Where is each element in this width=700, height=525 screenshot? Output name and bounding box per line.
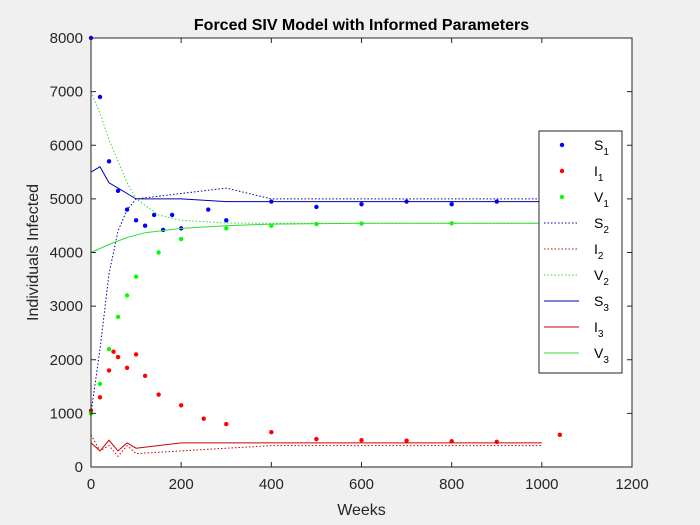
legend-item-v2: V2: [544, 267, 609, 288]
series-v1-point: [224, 226, 229, 231]
legend-item-v3: V3: [544, 345, 609, 366]
legend-item-v1: V1: [559, 189, 609, 210]
x-tick-label: 400: [259, 476, 284, 493]
series-i1-point: [269, 429, 274, 435]
legend-marker: [559, 142, 565, 148]
series-i1-point: [404, 438, 409, 443]
y-tick-label: 2000: [50, 352, 83, 369]
series-i1-point: [224, 421, 229, 427]
legend-label: I2: [594, 241, 604, 262]
series-s1-point: [106, 159, 112, 164]
x-tick-label: 200: [169, 476, 194, 493]
series-i1-point: [201, 416, 206, 421]
legend-label: V2: [594, 267, 609, 288]
series-i1-point: [115, 354, 121, 360]
series-i2-line: [90, 434, 542, 458]
legend-label: S1: [594, 137, 609, 158]
y-tick-label: 4000: [50, 245, 83, 262]
series-i1-point: [142, 373, 148, 379]
series-s1-point: [359, 202, 364, 207]
legend-item-s3: S3: [544, 293, 609, 314]
y-tick-label: 0: [75, 459, 83, 476]
y-tick-label: 1000: [50, 405, 83, 422]
x-tick-label: 1000: [525, 476, 558, 493]
y-tick-label: 5000: [50, 191, 83, 208]
series-s1-point: [115, 188, 121, 194]
series-v1-point: [156, 250, 161, 255]
series-i1-point: [106, 368, 112, 373]
x-tick-label: 0: [87, 476, 95, 493]
series-v1-point: [178, 236, 184, 242]
legend-item-i1: I1: [559, 163, 604, 184]
legend-box: [538, 130, 623, 374]
legend-label: I3: [594, 319, 604, 340]
series-s1-point: [224, 218, 229, 223]
chart-title: Forced SIV Model with Informed Parameter…: [194, 17, 529, 34]
series-i3-line: [90, 439, 542, 452]
y-tick-label: 3000: [50, 298, 83, 315]
legend-label: I1: [594, 163, 604, 184]
legend-label: V3: [594, 345, 609, 366]
series-i1-point: [314, 436, 319, 442]
legend-label: V1: [594, 189, 609, 210]
x-tick-label: 1200: [615, 476, 648, 493]
series-s1-point: [151, 212, 157, 218]
series-i1-point: [178, 403, 184, 408]
series-layer: [88, 35, 563, 458]
series-i1-point: [124, 365, 130, 370]
series-v1-point: [124, 293, 130, 298]
legend: S1 I1 V1 S2 I2 V2 S3 I3 V3: [538, 130, 623, 374]
series-i1-point: [156, 392, 161, 397]
y-axis-label: Individuals Infected: [25, 184, 42, 321]
y-tick-label: 7000: [50, 84, 83, 101]
series-i1-point: [133, 352, 139, 357]
legend-marker: [559, 194, 565, 200]
series-s1-point: [449, 202, 454, 207]
series-v1-point: [115, 314, 121, 320]
series-s1-point: [206, 207, 211, 212]
ticks-layer: 0 200 400 600 800 1000 1200 0 1000 2000 3000 4000 50…: [50, 30, 649, 493]
legend-item-i2: I2: [544, 241, 604, 262]
legend-marker: [559, 168, 565, 174]
series-s1-point: [97, 94, 103, 100]
series-i1-point: [111, 349, 116, 354]
series-i1-point: [557, 432, 563, 438]
series-v1-point: [97, 381, 103, 387]
legend-label: S3: [594, 293, 609, 314]
series-v1-point: [106, 346, 112, 352]
legend-label: S2: [594, 215, 609, 236]
series-i1-point: [359, 437, 364, 443]
series-s1-point: [314, 204, 319, 210]
series-i1-point: [97, 395, 103, 400]
series-s1-point: [133, 218, 139, 223]
legend-item-s1: S1: [559, 137, 609, 158]
y-tick-label: 8000: [50, 30, 83, 47]
y-tick-label: 6000: [50, 137, 83, 154]
x-axis-label: Weeks: [337, 502, 386, 519]
series-s1-point: [142, 223, 148, 228]
series-s1-point: [169, 212, 175, 218]
series-i1-point: [449, 439, 454, 444]
legend-item-i3: I3: [544, 319, 604, 340]
series-s3-line: [90, 166, 542, 203]
x-tick-label: 600: [349, 476, 374, 493]
legend-item-s2: S2: [544, 215, 609, 236]
x-tick-label: 800: [439, 476, 464, 493]
series-v1-point: [133, 274, 139, 279]
series-v3-line: [90, 222, 542, 253]
